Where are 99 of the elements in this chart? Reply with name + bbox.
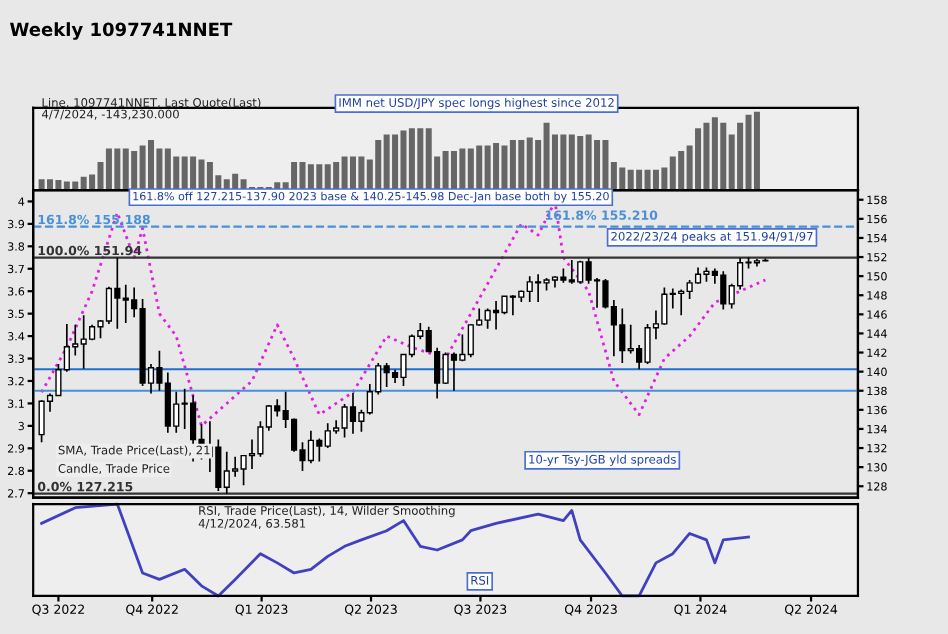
bar: [669, 156, 676, 191]
bar: [156, 148, 163, 191]
bar: [602, 139, 609, 191]
bar: [291, 161, 298, 191]
bar: [467, 148, 474, 191]
bar: [695, 128, 702, 191]
candlestick: [38, 399, 45, 444]
bar: [316, 164, 323, 191]
bar: [164, 148, 171, 191]
bar: [526, 137, 533, 191]
candlestick: [341, 403, 348, 439]
bar: [636, 169, 643, 191]
bar: [484, 145, 491, 191]
bar: [181, 156, 188, 191]
bar: [307, 164, 314, 191]
candlestick: [627, 324, 634, 355]
candlestick: [467, 323, 474, 359]
bar: [349, 156, 356, 191]
candlestick: [442, 351, 449, 385]
bar: [745, 114, 752, 191]
chart-title: Weekly 1097741NNET: [10, 22, 233, 40]
bar: [206, 161, 213, 191]
bar: [568, 134, 575, 191]
bar: [392, 134, 399, 191]
bar: [148, 139, 155, 191]
bar: [425, 128, 432, 191]
candlestick: [164, 371, 171, 434]
bar: [38, 179, 45, 191]
bar: [459, 148, 466, 191]
bar: [139, 145, 146, 191]
candlestick: [105, 285, 113, 325]
candlestick: [240, 454, 247, 487]
bar: [105, 148, 112, 191]
bar: [375, 139, 382, 191]
bar: [720, 122, 727, 191]
candlestick: [535, 273, 542, 303]
bar: [543, 122, 550, 191]
candlestick: [80, 314, 87, 370]
bar: [122, 148, 129, 191]
candlestick: [383, 362, 390, 388]
bar: [711, 117, 718, 191]
candlestick: [173, 390, 180, 434]
candlestick: [290, 417, 298, 453]
candlestick: [644, 323, 651, 365]
bar: [619, 167, 626, 191]
bar: [585, 134, 592, 191]
candlestick: [484, 307, 491, 330]
candlestick: [585, 257, 592, 285]
bar: [518, 139, 525, 191]
candlestick: [568, 259, 575, 285]
candlestick: [720, 270, 727, 311]
bar: [383, 134, 390, 191]
bar: [47, 179, 54, 191]
bar: [324, 164, 331, 191]
bar: [644, 169, 651, 191]
candlestick: [122, 283, 129, 324]
bar: [190, 156, 197, 191]
bar: [493, 143, 500, 191]
bar: [501, 145, 508, 191]
candlestick: [526, 275, 533, 303]
bar: [417, 128, 424, 191]
candlestick: [492, 300, 500, 331]
bar: [114, 148, 121, 191]
candlestick: [619, 307, 626, 364]
candlestick: [324, 422, 331, 449]
candlestick: [450, 351, 458, 392]
candlestick: [114, 256, 121, 330]
candlestick: [509, 294, 516, 317]
bar: [299, 161, 306, 191]
bar: [737, 122, 744, 191]
bar: [400, 130, 407, 191]
bar: [358, 156, 365, 191]
bar: [450, 150, 457, 191]
bar: [577, 136, 584, 191]
bar: [173, 156, 180, 191]
bar: [594, 139, 601, 191]
bar: [341, 156, 348, 191]
candlestick: [686, 279, 693, 300]
bar: [753, 111, 760, 191]
bar: [703, 122, 710, 191]
bar: [198, 159, 205, 191]
bar: [476, 145, 483, 191]
candlestick: [678, 288, 685, 317]
bar: [442, 150, 449, 191]
bar: [80, 176, 87, 191]
candlestick: [316, 437, 323, 463]
candlestick: [501, 295, 508, 316]
bar: [652, 169, 659, 191]
bar: [509, 139, 516, 191]
candlestick: [307, 430, 315, 465]
bar: [131, 150, 138, 191]
bar: [560, 134, 567, 191]
candlestick: [215, 438, 222, 492]
bar: [333, 161, 340, 191]
bar: [627, 169, 634, 191]
bar: [678, 150, 685, 191]
candlestick: [661, 286, 668, 326]
bar: [408, 128, 415, 191]
candlestick: [349, 391, 357, 435]
